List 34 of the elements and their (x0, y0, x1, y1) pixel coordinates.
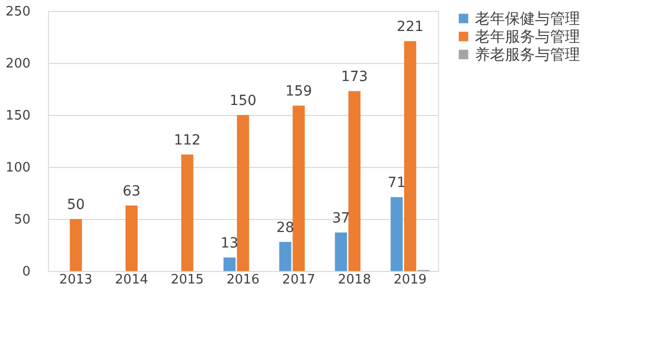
x-tick-label: 2019 (394, 272, 427, 288)
data-label: 112 (174, 132, 201, 149)
x-tick-label: 2018 (338, 272, 371, 288)
bar (334, 232, 348, 271)
y-tick-label: 50 (14, 212, 30, 228)
data-label: 159 (285, 84, 312, 100)
y-tick-label: 250 (6, 4, 30, 20)
bar (224, 257, 236, 271)
y-tick-label: 100 (6, 160, 30, 176)
legend-label: 老年服务与管理 (475, 28, 580, 46)
bar (181, 154, 194, 271)
y-tick-label: 0 (22, 264, 30, 280)
y-tick-label: 150 (6, 108, 30, 124)
legend-label: 养老服务与管理 (475, 46, 580, 64)
data-label: 150 (230, 93, 256, 109)
bar (292, 106, 305, 271)
y-tick-label: 200 (6, 56, 30, 72)
x-tick-label: 2016 (226, 272, 260, 288)
bar (404, 41, 416, 271)
bar (279, 242, 292, 271)
data-label: 221 (396, 19, 424, 36)
x-tick-label: 2017 (282, 272, 316, 288)
bar (390, 197, 403, 271)
x-tick-label: 2015 (170, 272, 204, 288)
data-label: 50 (66, 197, 85, 213)
bar (348, 91, 360, 271)
bar (236, 115, 250, 271)
bar (126, 205, 138, 271)
x-tick-label: 2014 (115, 272, 148, 288)
data-label: 173 (341, 69, 368, 86)
bar (70, 219, 82, 271)
legend-label: 老年保健与管理 (475, 10, 580, 28)
x-tick-label: 2013 (59, 272, 92, 288)
data-label: 63 (122, 183, 140, 200)
